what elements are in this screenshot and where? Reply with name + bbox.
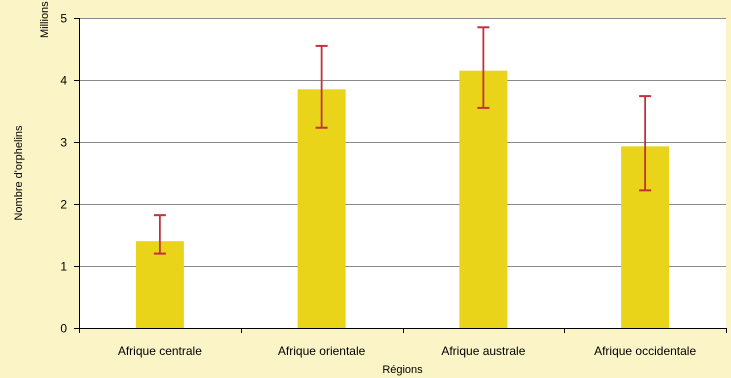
- x-tick-label: Afrique centrale: [118, 344, 202, 358]
- y-tick-labels: 0 1 2 3 4 5: [60, 12, 67, 336]
- x-tick-labels: Afrique centrale Afrique orientale Afrique…: [118, 344, 697, 358]
- y-unit-label: Millions: [39, 1, 51, 38]
- x-axis-title: Régions: [382, 364, 423, 376]
- gridlines: [79, 18, 726, 267]
- plot-area: [79, 18, 726, 328]
- y-tick-label: 5: [60, 12, 67, 26]
- x-tick-label: Afrique australe: [441, 344, 525, 358]
- axis-ticks: [74, 18, 727, 333]
- y-tick-label: 4: [60, 74, 67, 88]
- error-bar: [153, 214, 166, 255]
- x-tick-label: Afrique orientale: [278, 344, 366, 358]
- y-tick-label: 2: [60, 198, 67, 212]
- bar: [297, 89, 346, 328]
- y-tick-label: 0: [60, 322, 67, 336]
- x-tick-label: Afrique occidentale: [594, 344, 696, 358]
- y-tick-label: 1: [60, 260, 67, 274]
- error-bar: [315, 44, 328, 129]
- bar: [459, 70, 508, 328]
- error-bar: [477, 26, 490, 109]
- error-bars: [153, 26, 652, 255]
- y-axis-title: Nombre d'orphelins: [13, 125, 25, 221]
- error-bar: [639, 95, 652, 192]
- bar: [135, 241, 184, 328]
- y-tick-label: 3: [60, 136, 67, 150]
